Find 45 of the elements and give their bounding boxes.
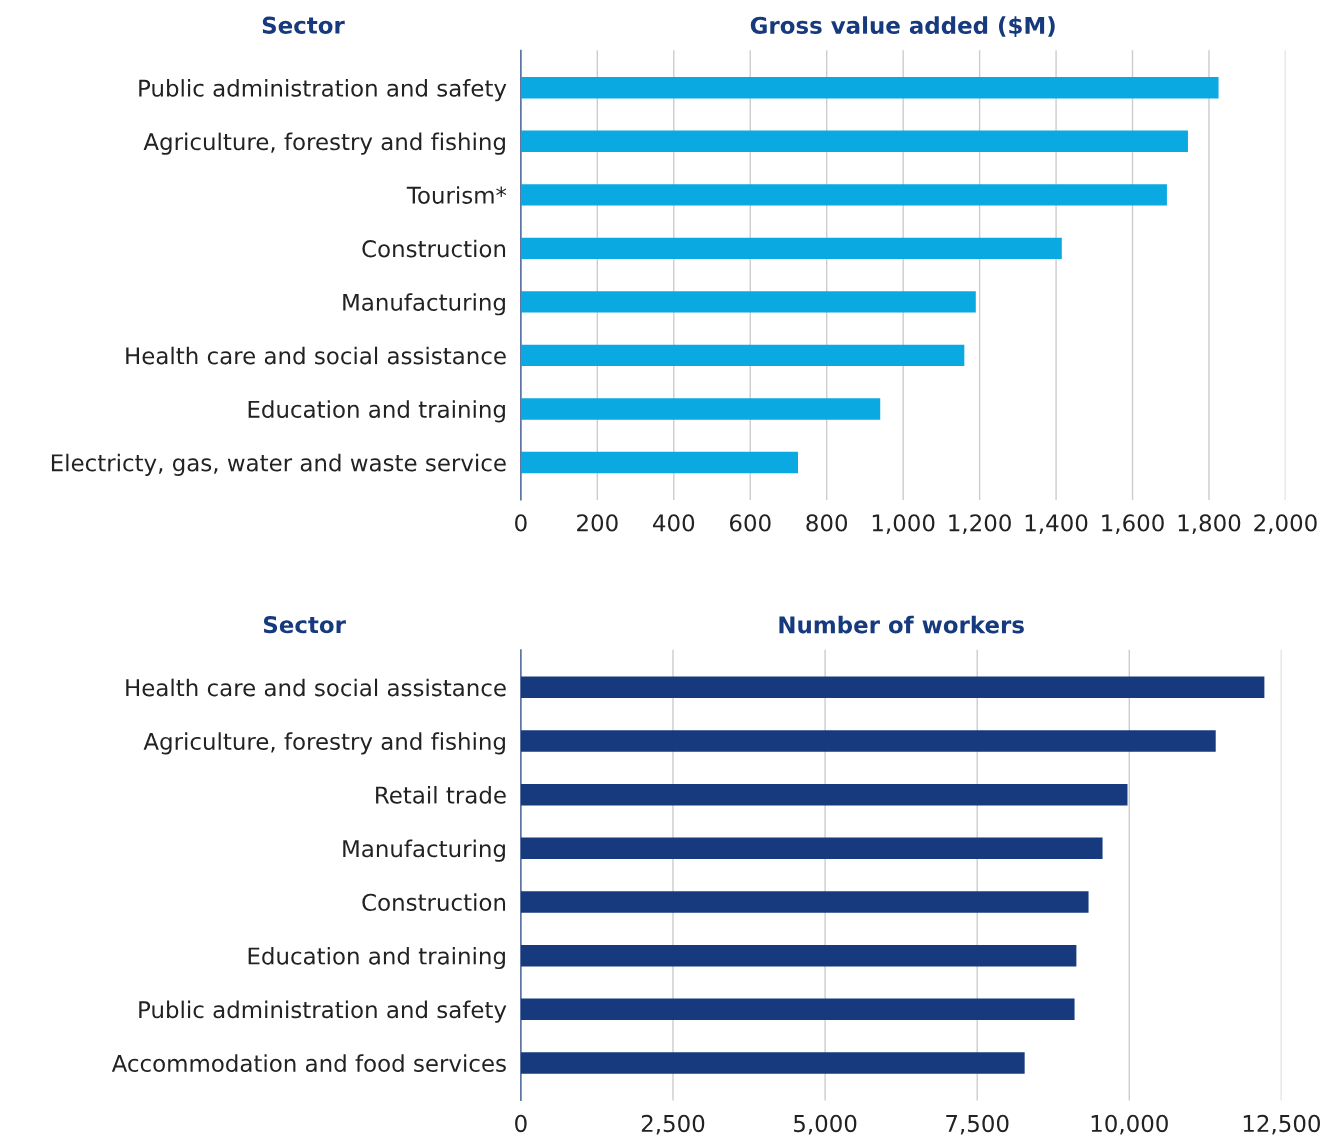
bar — [520, 398, 881, 420]
bar — [520, 451, 799, 474]
y-tick-label: Retail trade — [376, 785, 506, 804]
x-tick-label: 1,200 — [949, 514, 1011, 534]
y-tick-label: Manufacturing — [343, 839, 505, 862]
y-tick-label: Agriculture, forestry and fishing — [143, 732, 505, 755]
y-tick-label: Agriculture, forestry and fishing — [143, 132, 505, 155]
x-tick-label: 10,000 — [1091, 1114, 1168, 1135]
chart-title: Number of workers — [779, 615, 1024, 634]
x-tick-label: 1,800 — [1178, 514, 1241, 534]
x-tick-label: 800 — [806, 514, 848, 532]
bar — [520, 130, 1188, 153]
x-tick-label: 5,000 — [794, 1114, 857, 1135]
x-tick-label: 200 — [577, 514, 618, 532]
y-tick-label: Manufacturing — [343, 293, 505, 316]
chart-title: Gross value added ($M) — [750, 16, 1055, 38]
y-tick-label: Construction — [362, 893, 506, 912]
y-tick-label: Education and training — [248, 400, 505, 423]
x-tick-label: 1,400 — [1025, 514, 1088, 534]
x-tick-label: 0 — [515, 514, 527, 532]
x-tick-label: 0 — [515, 1114, 527, 1133]
x-tick-label: 2,500 — [641, 1114, 705, 1135]
y-tick-label: Electricty, gas, water and waste service — [51, 453, 506, 476]
y-axis-title: Sector — [262, 16, 345, 34]
bar — [520, 77, 1219, 99]
x-tick-label: 12,500 — [1243, 1114, 1320, 1135]
y-tick-label: Education and training — [248, 946, 505, 970]
y-tick-label: Health care and social assistance — [126, 678, 506, 697]
bar — [520, 344, 965, 367]
y-tick-label: Public administration and safety — [139, 79, 507, 102]
x-tick-label: 2,000 — [1254, 514, 1317, 534]
bar — [520, 237, 1062, 260]
y-tick-label: Accommodation and food services — [111, 1054, 506, 1072]
x-tick-label: 1,000 — [872, 514, 935, 534]
y-axis-title: Sector — [263, 616, 346, 634]
bar — [520, 184, 1167, 206]
y-tick-label: Health care and social assistance — [126, 346, 506, 365]
y-tick-label: Construction — [362, 239, 506, 258]
y-tick-label: Tourism* — [406, 186, 507, 204]
x-tick-label: 400 — [653, 514, 695, 532]
x-tick-label: 1,600 — [1102, 514, 1164, 534]
x-tick-label: 600 — [729, 514, 771, 532]
y-tick-label: Public administration and safety — [139, 1000, 507, 1023]
x-tick-label: 7,500 — [946, 1114, 1009, 1135]
bar — [520, 291, 976, 313]
